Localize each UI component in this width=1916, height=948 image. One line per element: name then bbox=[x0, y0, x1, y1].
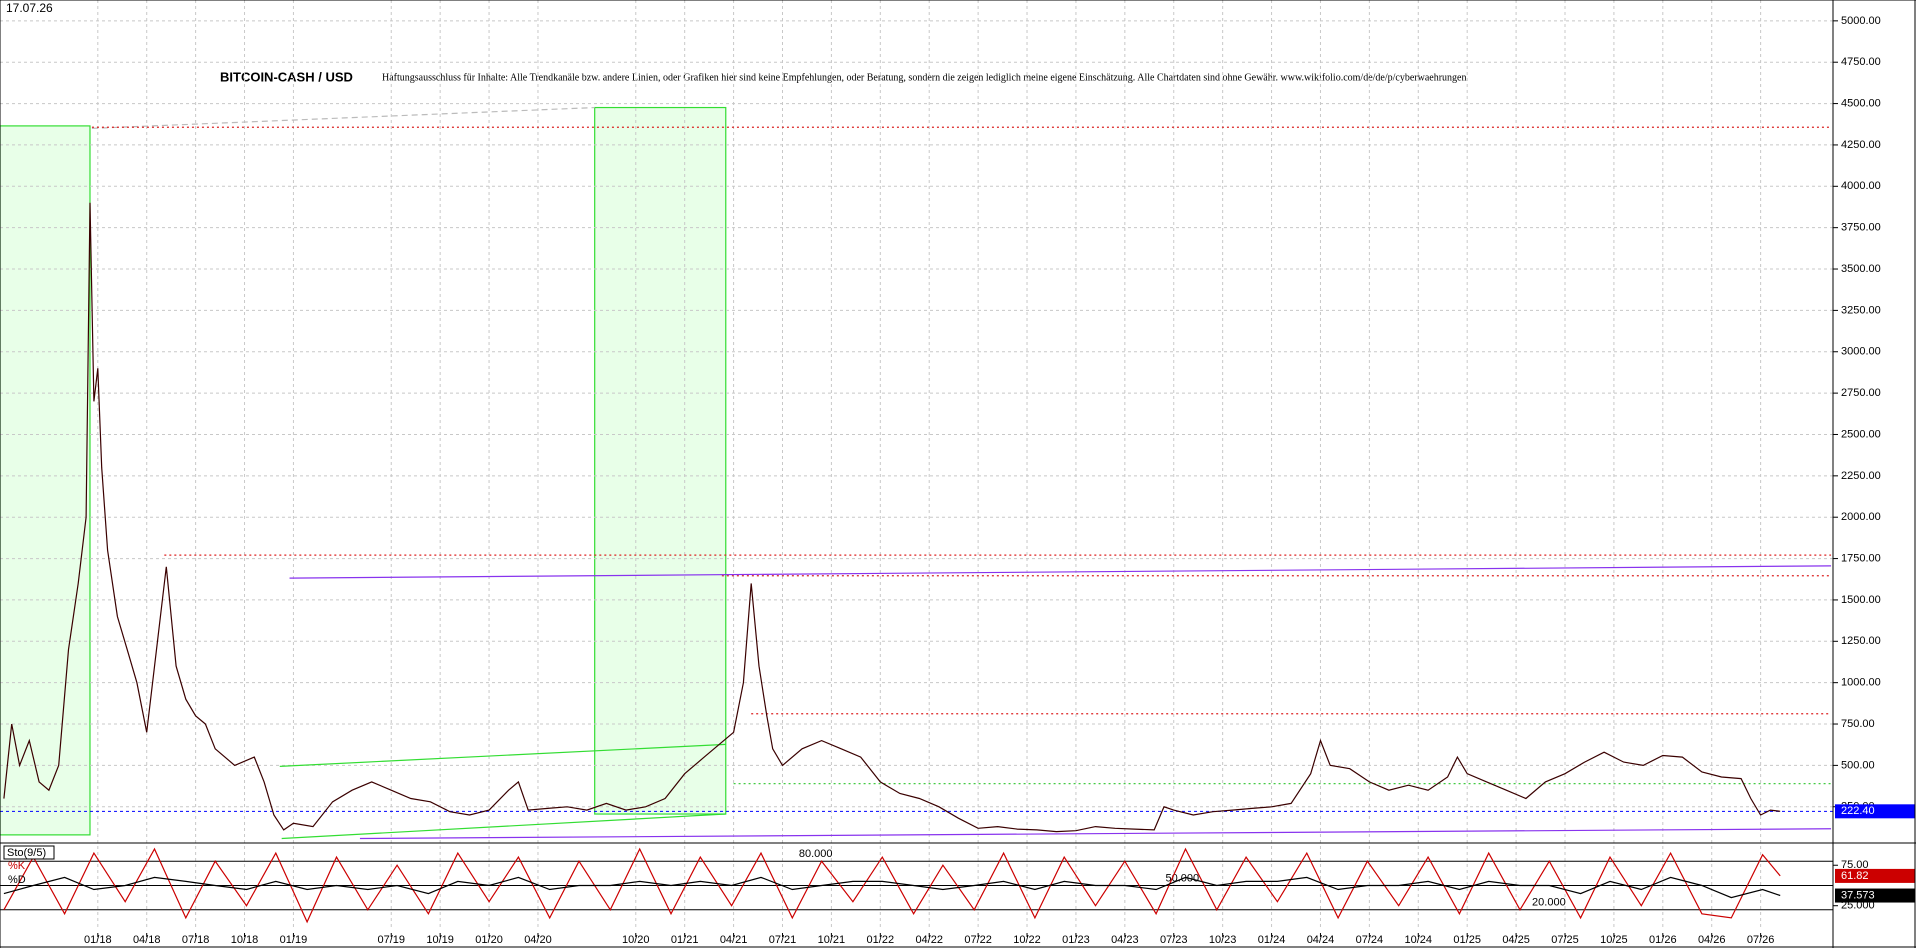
x-tick-label: 07/22 bbox=[964, 934, 992, 946]
y-tick-label: 3250.00 bbox=[1841, 304, 1881, 316]
x-tick-label: 04/22 bbox=[915, 934, 943, 946]
last-value-box bbox=[1835, 888, 1915, 903]
trend-line bbox=[359, 828, 1832, 840]
chart-title: BITCOIN-CASH / USD bbox=[220, 69, 353, 84]
trend-line bbox=[279, 743, 726, 767]
x-tick-label: 10/19 bbox=[426, 934, 454, 946]
trend-line bbox=[289, 565, 1832, 579]
series-line bbox=[3, 876, 1781, 899]
x-tick-label: 01/22 bbox=[867, 934, 895, 946]
reference-label: 20.000 bbox=[1532, 897, 1566, 909]
x-tick-label: 01/23 bbox=[1062, 934, 1090, 946]
y-tick-label: 4500.00 bbox=[1841, 97, 1881, 109]
y-tick-label: 3500.00 bbox=[1841, 263, 1881, 275]
series-line bbox=[3, 202, 1781, 833]
x-tick-label: 01/19 bbox=[280, 934, 308, 946]
panel-title: Sto(9/5) bbox=[7, 847, 46, 859]
x-tick-label: 07/26 bbox=[1747, 934, 1775, 946]
highlight-box bbox=[0, 125, 91, 836]
x-tick-label: 04/24 bbox=[1307, 934, 1335, 946]
y-tick-label: 2250.00 bbox=[1841, 470, 1881, 482]
legend-entry: %K bbox=[8, 860, 26, 872]
x-tick-label: 04/21 bbox=[720, 934, 748, 946]
y-tick-label: 25.000 bbox=[1841, 900, 1875, 912]
x-tick-label: 10/24 bbox=[1405, 934, 1433, 946]
panel-title-box bbox=[3, 845, 55, 860]
last-value-box bbox=[1835, 868, 1915, 883]
x-tick-label: 01/24 bbox=[1258, 934, 1286, 946]
trend-line bbox=[91, 106, 595, 129]
x-tick-label: 04/20 bbox=[524, 934, 552, 946]
last-value-label: 37.573 bbox=[1841, 889, 1875, 901]
value-box-label: 222.40 bbox=[1841, 805, 1875, 817]
x-tick-label: 10/22 bbox=[1013, 934, 1041, 946]
x-tick-label: 10/20 bbox=[622, 934, 650, 946]
y-tick-label: 3750.00 bbox=[1841, 222, 1881, 234]
y-tick-label: 2500.00 bbox=[1841, 428, 1881, 440]
series-line bbox=[3, 847, 1781, 924]
x-tick-label: 01/21 bbox=[671, 934, 699, 946]
y-tick-label: 75.00 bbox=[1841, 859, 1869, 871]
x-tick-label: 04/25 bbox=[1502, 934, 1530, 946]
x-tick-label: 10/23 bbox=[1209, 934, 1237, 946]
x-tick-label: 01/25 bbox=[1453, 934, 1481, 946]
y-tick-label: 5000.00 bbox=[1841, 15, 1881, 27]
x-tick-label: 07/21 bbox=[769, 934, 797, 946]
y-tick-label: 4250.00 bbox=[1841, 139, 1881, 151]
reference-label: 80.000 bbox=[799, 848, 833, 860]
date-label: 17.07.26 bbox=[6, 1, 53, 15]
y-tick-label: 4750.00 bbox=[1841, 56, 1881, 68]
y-tick-label: 2750.00 bbox=[1841, 387, 1881, 399]
x-tick-label: 07/25 bbox=[1551, 934, 1579, 946]
x-tick-label: 07/23 bbox=[1160, 934, 1188, 946]
y-tick-label: 3000.00 bbox=[1841, 346, 1881, 358]
x-tick-label: 01/26 bbox=[1649, 934, 1677, 946]
trend-line bbox=[281, 813, 726, 840]
x-tick-label: 10/25 bbox=[1600, 934, 1628, 946]
x-tick-label: 04/26 bbox=[1698, 934, 1726, 946]
last-value-label: 61.82 bbox=[1841, 870, 1869, 882]
x-tick-label: 07/24 bbox=[1356, 934, 1384, 946]
x-tick-label: 01/18 bbox=[84, 934, 112, 946]
y-tick-label: 1750.00 bbox=[1841, 552, 1881, 564]
y-tick-label: 1000.00 bbox=[1841, 677, 1881, 689]
x-tick-label: 07/19 bbox=[377, 934, 405, 946]
x-tick-label: 07/18 bbox=[182, 934, 210, 946]
y-tick-label: 1500.00 bbox=[1841, 594, 1881, 606]
value-box bbox=[1835, 804, 1915, 819]
y-tick-label: 500.00 bbox=[1841, 759, 1875, 771]
x-tick-label: 10/21 bbox=[818, 934, 846, 946]
x-tick-label: 04/23 bbox=[1111, 934, 1139, 946]
legend-entry: %D bbox=[8, 874, 26, 886]
y-tick-label: 2000.00 bbox=[1841, 511, 1881, 523]
disclaimer: Haftungsausschluss für Inhalte: Alle Tre… bbox=[382, 72, 1467, 83]
y-tick-label: 750.00 bbox=[1841, 718, 1875, 730]
x-tick-label: 10/18 bbox=[231, 934, 259, 946]
y-tick-label: 4000.00 bbox=[1841, 180, 1881, 192]
y-tick-label: 1250.00 bbox=[1841, 635, 1881, 647]
x-tick-label: 01/20 bbox=[475, 934, 503, 946]
highlight-box bbox=[594, 106, 727, 815]
x-tick-label: 04/18 bbox=[133, 934, 161, 946]
